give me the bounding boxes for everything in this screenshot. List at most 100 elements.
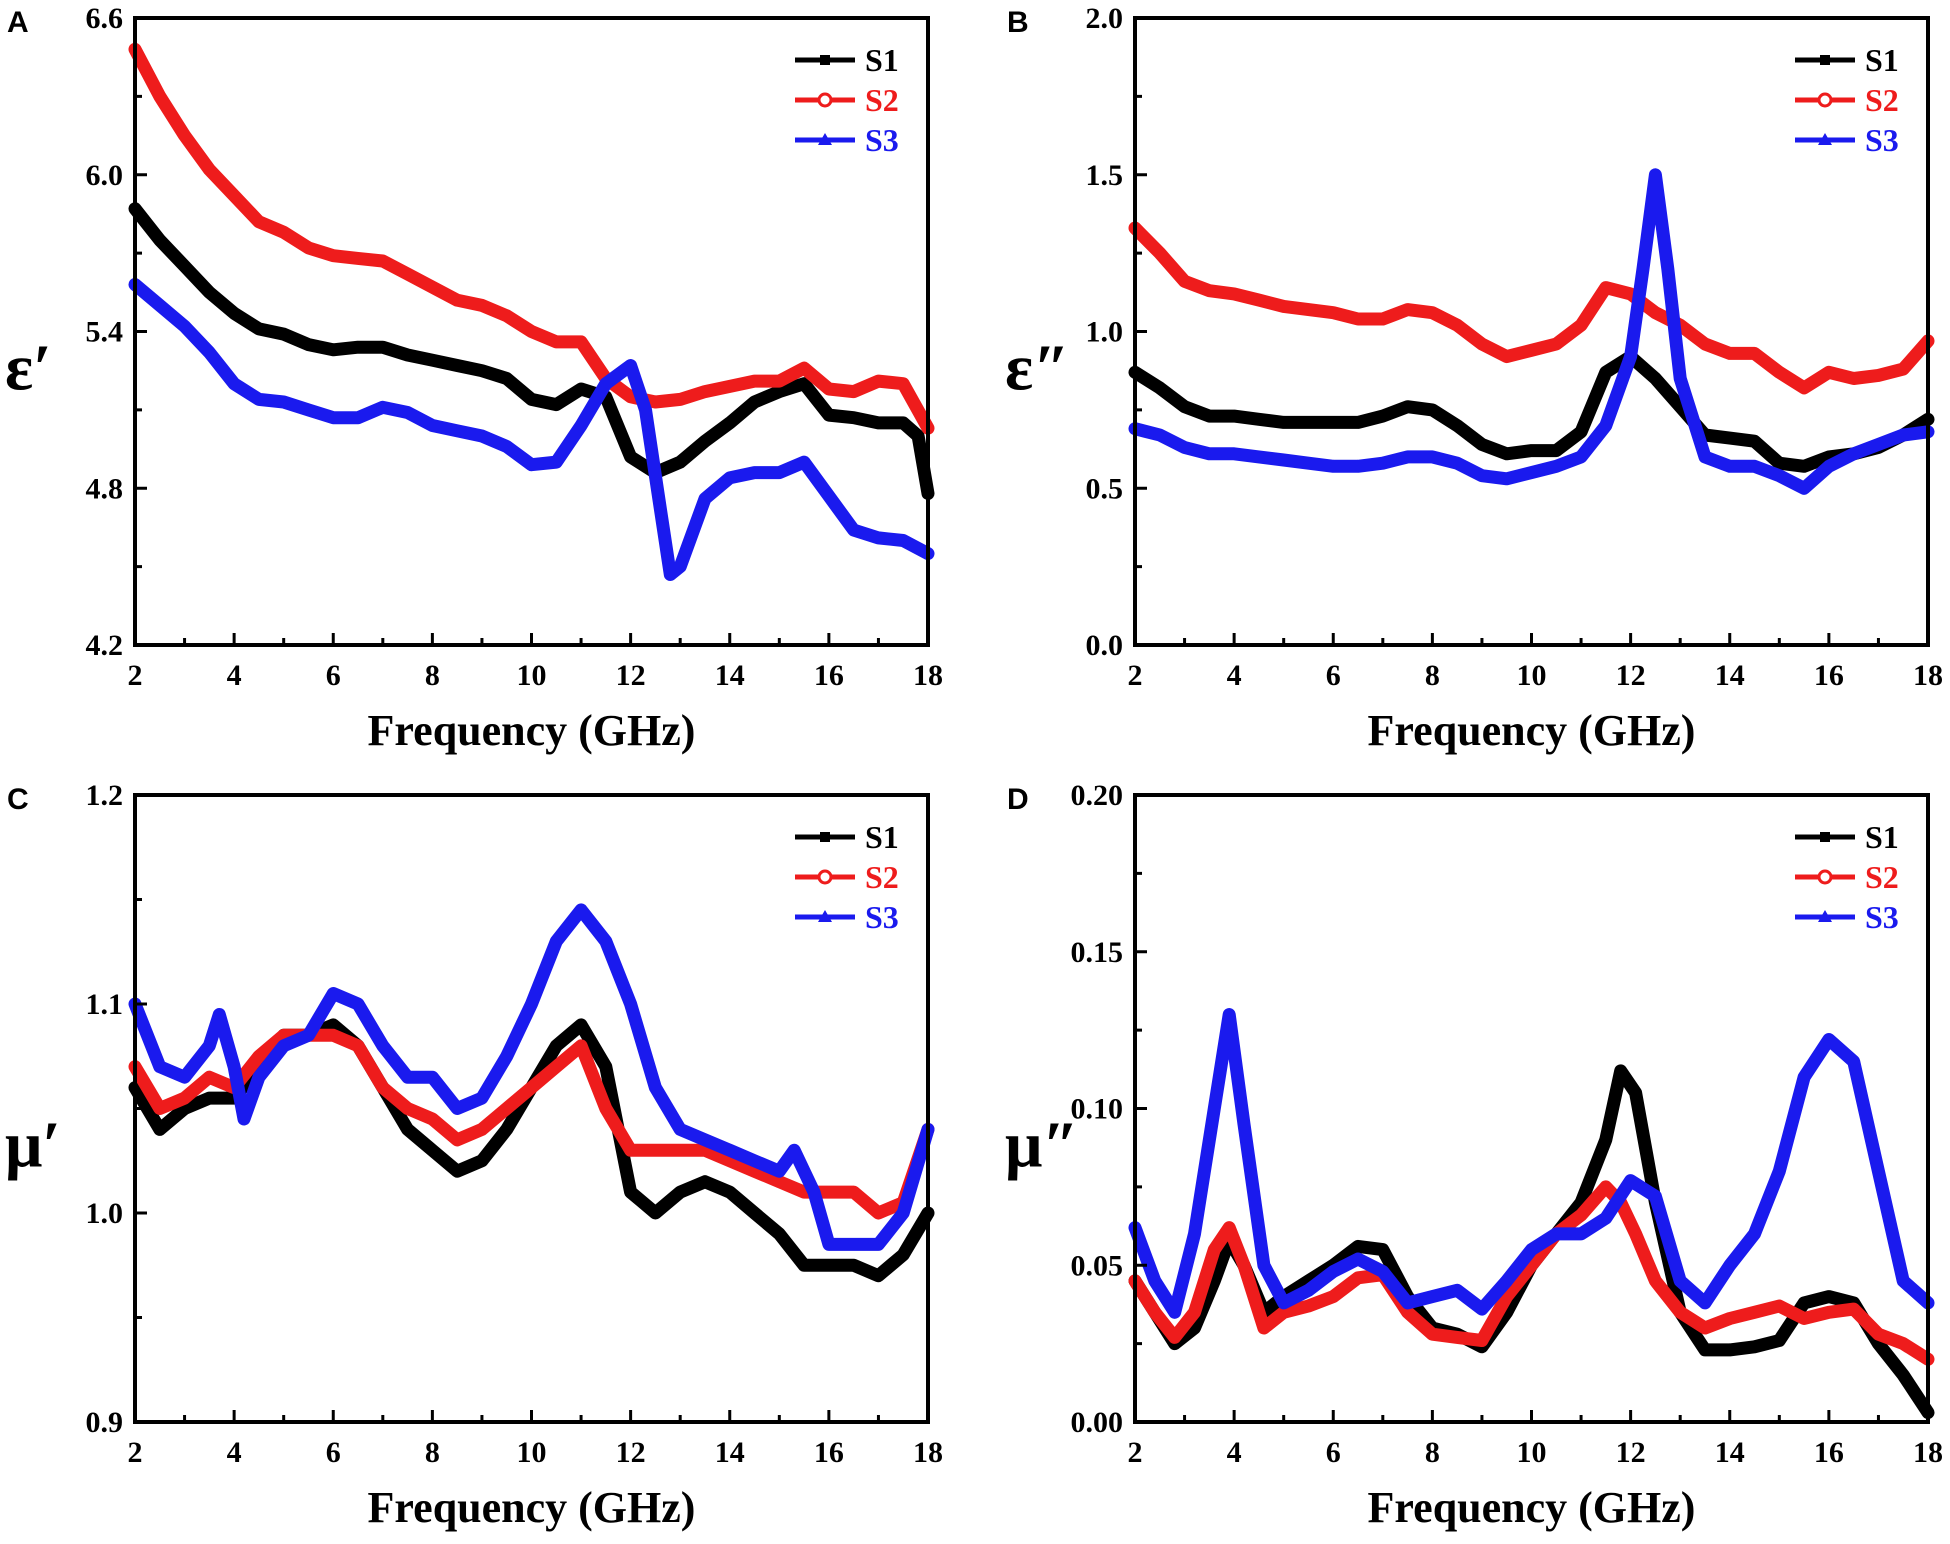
- x-tick-label: 10: [517, 1436, 547, 1469]
- x-tick-label: 8: [425, 1436, 440, 1469]
- y-tick-label: 1.0: [86, 1197, 124, 1230]
- y-tick-label: 0.15: [1071, 936, 1124, 969]
- y-tick-label: 1.0: [1086, 316, 1124, 349]
- legend-label: S1: [1865, 819, 1899, 855]
- x-tick-label: 2: [1128, 1436, 1143, 1469]
- legend-label: S2: [865, 859, 899, 895]
- legend-marker: [1820, 832, 1830, 842]
- x-tick-label: 10: [517, 659, 547, 692]
- legend-entry-s2: S2: [1795, 82, 1899, 118]
- legend-marker: [817, 92, 833, 108]
- x-tick-label: 2: [128, 1436, 143, 1469]
- x-tick-label: 14: [715, 659, 745, 692]
- x-tick-label: 18: [913, 659, 943, 692]
- legend-marker: [1820, 55, 1830, 65]
- legend-marker: [818, 133, 832, 145]
- x-tick-label: 16: [1814, 659, 1844, 692]
- series-line-s1: [1128, 1064, 1935, 1420]
- legend-label: S1: [865, 819, 899, 855]
- legend-label: S1: [865, 42, 899, 78]
- panel-c: C 2 4 6 8 10 12 14 16 18 0.9 1.0 1.1 1.2 Frequency (GH…: [5, 779, 943, 1532]
- panel-d: D 2 4 6 8 10 12 14 16 18 0.00 0.05 0.10 0.15 0.20 Frequ…: [1005, 779, 1943, 1532]
- x-tick-label: 6: [1326, 1436, 1341, 1469]
- legend-label: S2: [1865, 859, 1899, 895]
- panel-label: C: [7, 783, 29, 816]
- x-axis-label: Frequency (GHz): [368, 1483, 696, 1532]
- legend-label: S3: [1865, 899, 1899, 935]
- legend-entry-s1: S1: [795, 42, 899, 78]
- series-line-s3: [128, 903, 935, 1251]
- x-tick-label: 12: [1616, 659, 1646, 692]
- x-axis-label: Frequency (GHz): [1368, 1483, 1696, 1532]
- y-tick-label: 6.0: [86, 159, 124, 192]
- plot-frame: [1133, 793, 1930, 1424]
- series-line-s2: [1128, 1180, 1935, 1366]
- x-tick-label: 10: [1517, 659, 1547, 692]
- legend-marker: [820, 55, 830, 65]
- panel-label: A: [7, 6, 29, 39]
- plot-frame: [1133, 16, 1930, 647]
- x-tick-label: 12: [616, 659, 646, 692]
- legend-label: S2: [865, 82, 899, 118]
- x-axis-label: Frequency (GHz): [368, 706, 696, 755]
- x-tick-label: 4: [227, 659, 242, 692]
- y-tick-label: 0.05: [1071, 1249, 1124, 1282]
- x-tick-label: 12: [616, 1436, 646, 1469]
- legend-entry-s2: S2: [795, 859, 899, 895]
- legend-entry-s2: S2: [1795, 859, 1899, 895]
- x-tick-label: 2: [1128, 659, 1143, 692]
- legend-marker: [817, 869, 833, 885]
- legend-entry-s1: S1: [1795, 42, 1899, 78]
- x-tick-label: 12: [1616, 1436, 1646, 1469]
- legend-entry-s2: S2: [795, 82, 899, 118]
- series-line-s1: [128, 202, 935, 500]
- x-tick-label: 14: [1715, 659, 1745, 692]
- y-tick-label: 1.2: [86, 779, 124, 812]
- legend-entry-s1: S1: [1795, 819, 1899, 855]
- x-tick-label: 16: [814, 659, 844, 692]
- x-tick-label: 8: [1425, 659, 1440, 692]
- series-line-s2: [128, 1028, 935, 1220]
- legend-entry-s3: S3: [1795, 899, 1899, 935]
- series-line-s1: [1128, 350, 1935, 473]
- y-tick-label: 0.0: [1086, 629, 1124, 662]
- y-tick-label: 6.6: [86, 2, 124, 35]
- y-tick-label: 0.00: [1071, 1406, 1124, 1439]
- legend-marker: [1818, 133, 1832, 145]
- legend-entry-s3: S3: [795, 899, 899, 935]
- legend-label: S1: [1865, 42, 1899, 78]
- y-axis-label: ε′: [5, 332, 52, 405]
- legend-entry-s1: S1: [795, 819, 899, 855]
- x-tick-label: 14: [1715, 1436, 1745, 1469]
- y-axis-label: μ″: [1005, 1109, 1079, 1182]
- x-tick-label: 6: [326, 659, 341, 692]
- x-tick-label: 14: [715, 1436, 745, 1469]
- x-tick-label: 18: [1913, 659, 1943, 692]
- panel-a: A 2 4 6 8 10 12 14 16 18 4.2 4.8 5.4 6.0 6.6 Frequency …: [5, 2, 943, 755]
- legend-entry-s3: S3: [795, 122, 899, 158]
- x-tick-label: 18: [1913, 1436, 1943, 1469]
- legend-label: S3: [865, 122, 899, 158]
- y-tick-label: 1.1: [86, 988, 124, 1021]
- legend-marker: [818, 910, 832, 922]
- y-tick-label: 0.20: [1071, 779, 1124, 812]
- panel-label: D: [1007, 783, 1029, 816]
- legend-marker: [820, 832, 830, 842]
- series-line-s3: [1128, 1008, 1935, 1319]
- legend-marker: [1818, 910, 1832, 922]
- legend-entry-s3: S3: [1795, 122, 1899, 158]
- x-tick-label: 16: [1814, 1436, 1844, 1469]
- x-tick-label: 4: [227, 1436, 242, 1469]
- series-line-s2: [1128, 221, 1935, 395]
- legend-label: S2: [1865, 82, 1899, 118]
- y-axis-label: ε″: [1005, 332, 1070, 405]
- y-tick-label: 4.2: [86, 629, 124, 662]
- x-axis-label: Frequency (GHz): [1368, 706, 1696, 755]
- legend-label: S3: [1865, 122, 1899, 158]
- y-tick-label: 2.0: [1086, 2, 1124, 35]
- y-tick-label: 0.10: [1071, 1093, 1124, 1126]
- series-line-s3: [128, 278, 935, 581]
- x-tick-label: 8: [1425, 1436, 1440, 1469]
- y-tick-label: 4.8: [86, 472, 124, 505]
